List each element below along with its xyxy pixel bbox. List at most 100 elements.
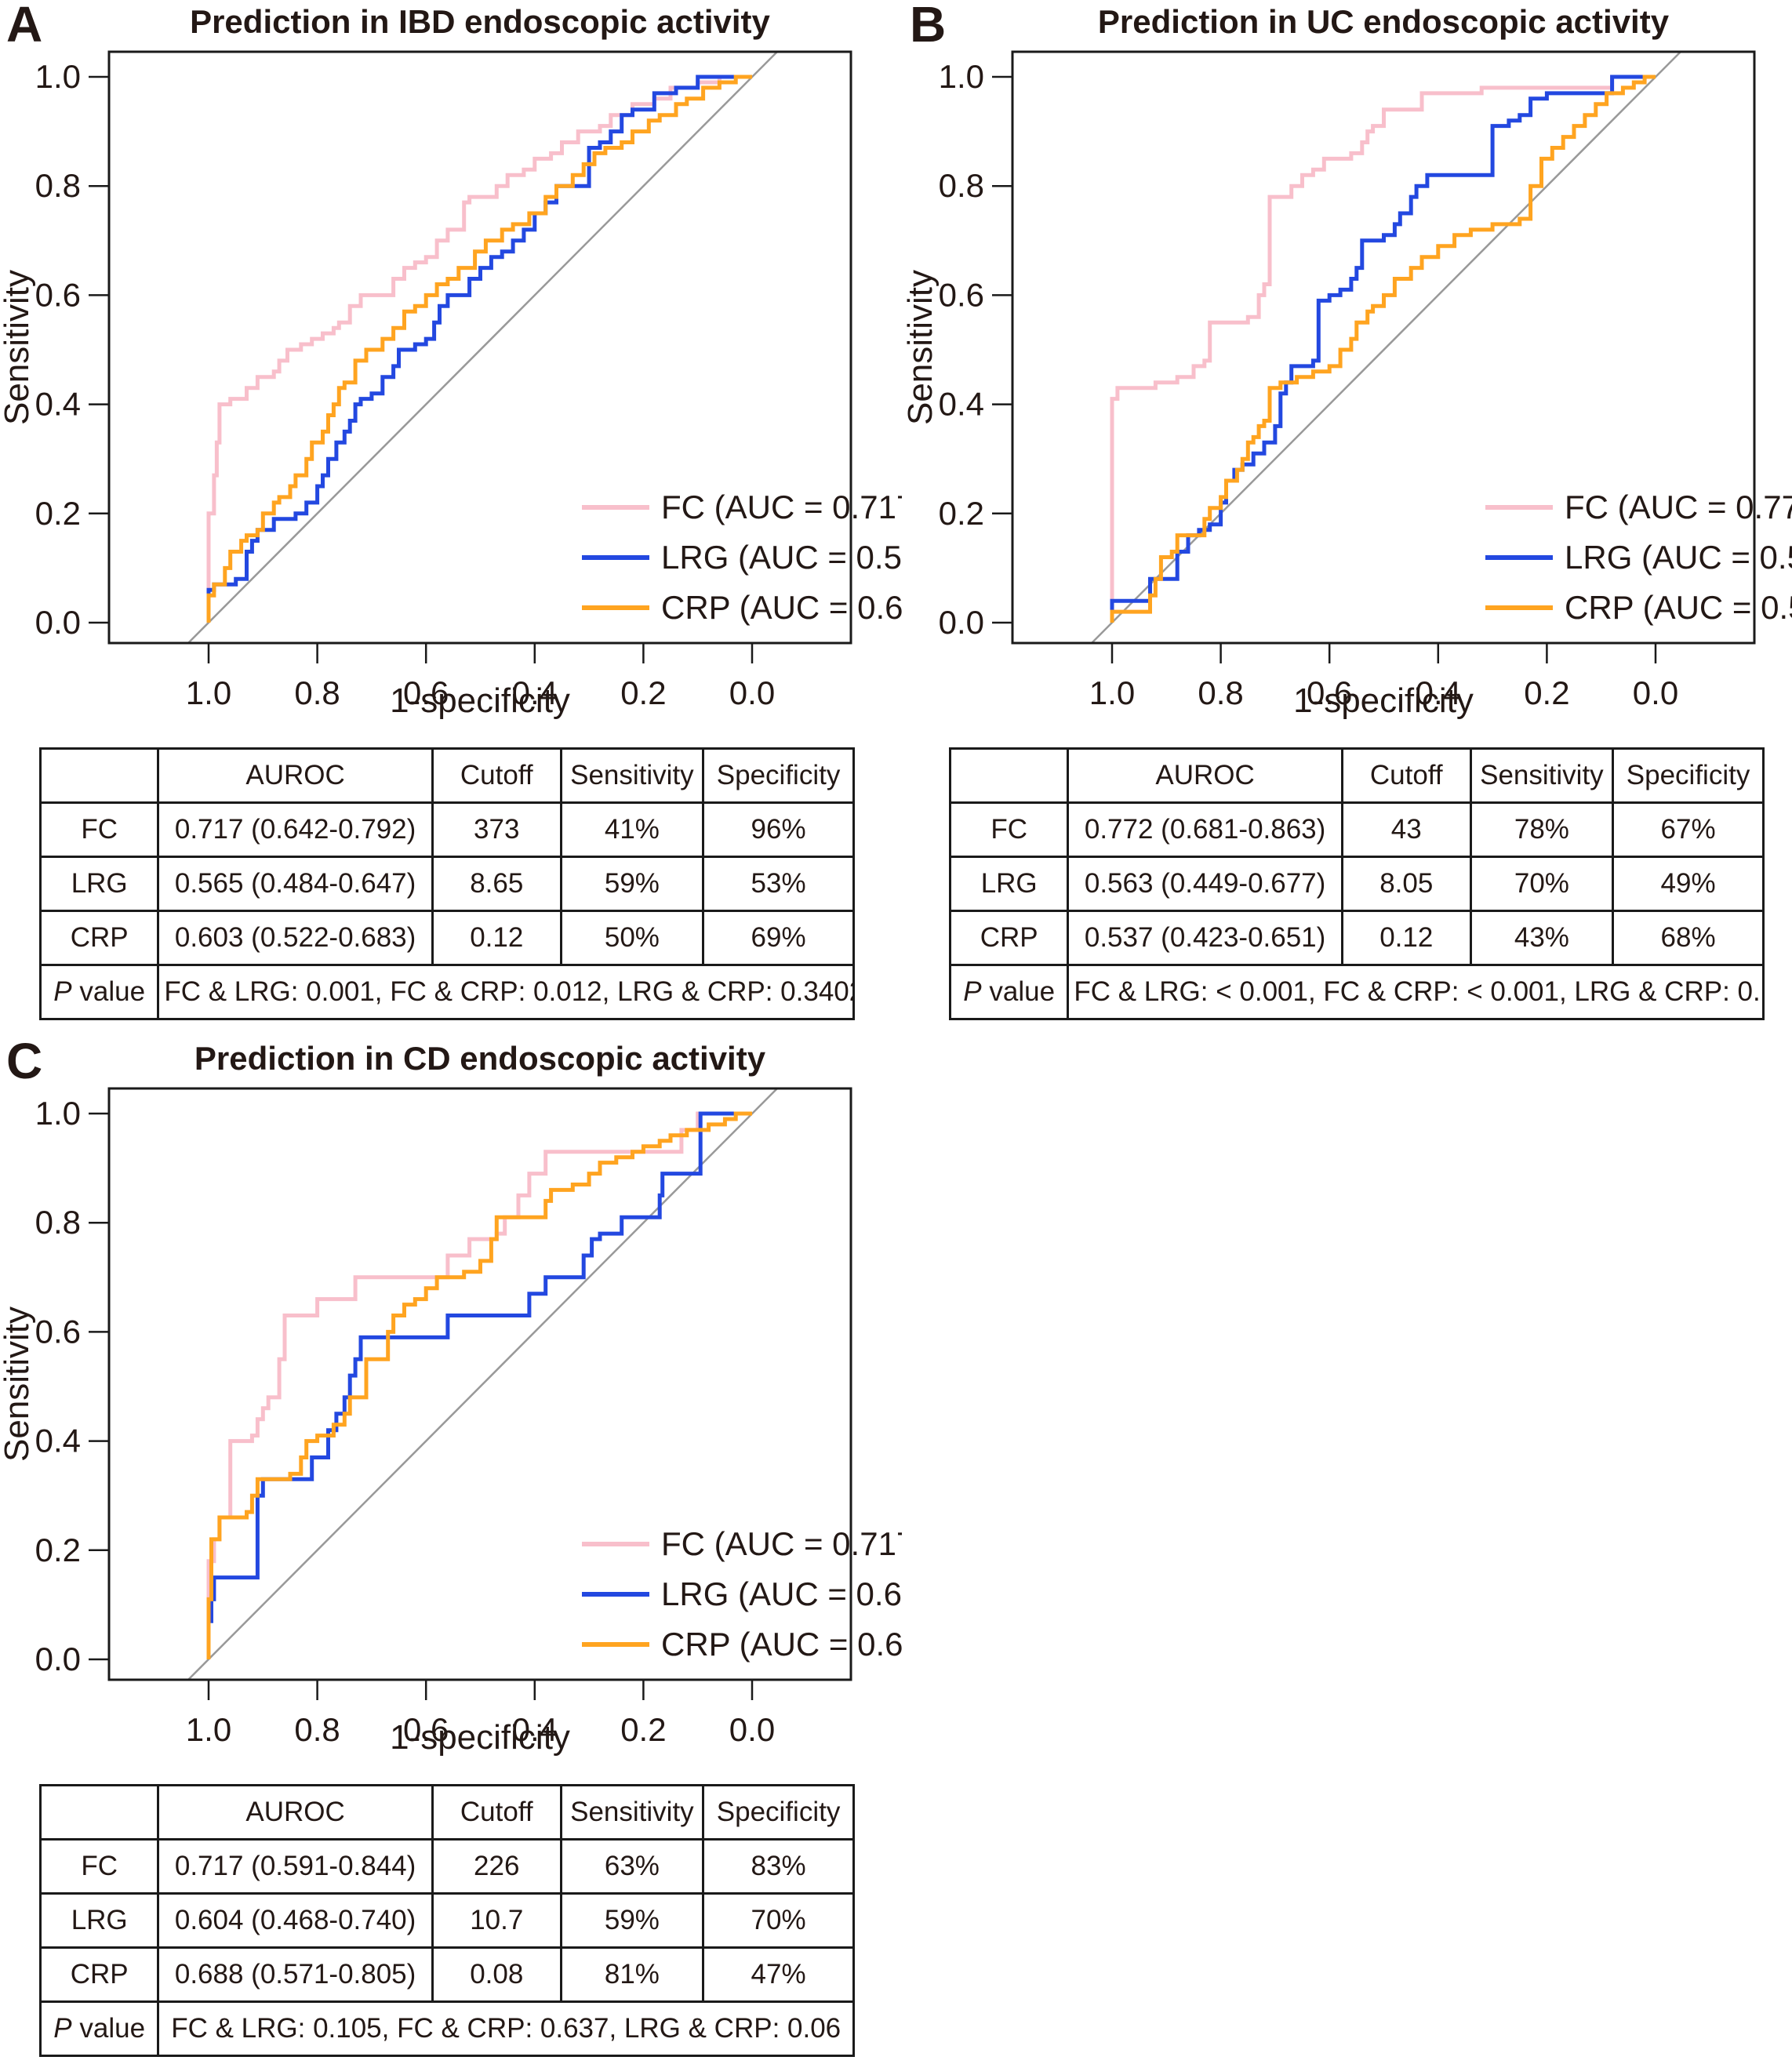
panel-c: C Prediction in CD endoscopic activity 1… (0, 1033, 902, 2064)
col-header-sensitivity: Sensitivity (559, 747, 705, 804)
x-tick-label: 0.2 (1524, 674, 1569, 711)
sensitivity-value: 59% (559, 856, 705, 912)
col-header-auroc: AUROC (157, 747, 434, 804)
row-label: LRG (948, 856, 1070, 912)
row-label: CRP (38, 1946, 160, 2003)
panel-label-a: A (6, 0, 43, 53)
panel-label-b: B (910, 0, 947, 53)
roc-curve-fc (1110, 74, 1656, 623)
table-row-crp: CRP 0.688 (0.571-0.805) 0.08 81% 47% (38, 1946, 855, 2003)
panel-a: A Prediction in IBD endoscopic activity … (0, 0, 902, 1027)
col-header-auroc: AUROC (1067, 747, 1343, 804)
y-tick-label: 0.6 (35, 1313, 81, 1350)
y-tick-label: 0.4 (35, 386, 81, 423)
plot-frame (107, 50, 852, 645)
p-value-label: P value (38, 2000, 160, 2057)
table-row-pvalue: P value FC & LRG: < 0.001, FC & CRP: < 0… (948, 964, 1765, 1020)
stats-table-ibd: AUROC Cutoff Sensitivity Specificity FC … (38, 747, 855, 1020)
p-italic: P (963, 976, 982, 1007)
auroc-value: 0.604 (0.468-0.740) (157, 1892, 434, 1949)
y-tick-label: 1.0 (35, 1095, 81, 1132)
table-row-lrg: LRG 0.565 (0.484-0.647) 8.65 59% 53% (38, 856, 855, 912)
table-header-row: AUROC Cutoff Sensitivity Specificity (948, 747, 1765, 804)
y-tick-label: 0.0 (939, 604, 984, 641)
y-tick-label: 1.0 (939, 58, 984, 95)
chart-title-a: Prediction in IBD endoscopic activity (190, 3, 770, 40)
col-header-auroc: AUROC (157, 1784, 434, 1841)
p-italic: P (53, 976, 72, 1007)
table-header-row: AUROC Cutoff Sensitivity Specificity (38, 1784, 855, 1841)
legend-label-fc: FC (AUC = 0.717) (661, 489, 902, 525)
p-italic: P (53, 2013, 72, 2044)
stats-table-cd: AUROC Cutoff Sensitivity Specificity FC … (38, 1784, 855, 2057)
panel-b: B Prediction in UC endoscopic activity 1… (903, 0, 1792, 1027)
roc-curve-crp (206, 1111, 752, 1659)
sensitivity-value: 43% (1469, 910, 1615, 966)
table-row-lrg: LRG 0.563 (0.449-0.677) 8.05 70% 49% (948, 856, 1765, 912)
diagonal-reference-line (187, 1088, 778, 1681)
col-header-sensitivity: Sensitivity (559, 1784, 705, 1841)
sensitivity-value: 50% (559, 910, 705, 966)
cutoff-value: 0.12 (1340, 910, 1472, 966)
auroc-value: 0.563 (0.449-0.677) (1067, 856, 1343, 912)
x-tick-label: 0.0 (729, 674, 775, 711)
sensitivity-value: 70% (1469, 856, 1615, 912)
table-header-row: AUROC Cutoff Sensitivity Specificity (38, 747, 855, 804)
x-tick-label: 0.8 (294, 1711, 340, 1748)
p-value-text: FC & LRG: 0.105, FC & CRP: 0.637, LRG & … (157, 2000, 855, 2057)
roc-curve-crp (1110, 74, 1656, 623)
col-header-blank (38, 747, 160, 804)
p-value-label: P value (38, 964, 160, 1020)
y-axis-label: Sensitivity (0, 270, 36, 425)
col-header-specificity: Specificity (1612, 747, 1765, 804)
x-tick-label: 0.6 (1307, 674, 1352, 711)
x-tick-label: 0.2 (620, 674, 666, 711)
cutoff-value: 226 (431, 1838, 562, 1895)
plot-frame (1011, 50, 1756, 645)
roc-curve-fc (206, 1111, 752, 1659)
legend-label-lrg: LRG (AUC = 0.565) (661, 539, 902, 576)
y-tick-label: 1.0 (35, 58, 81, 95)
col-header-cutoff: Cutoff (1340, 747, 1472, 804)
x-tick-label: 0.0 (1633, 674, 1678, 711)
y-tick-label: 0.6 (35, 276, 81, 313)
p-rest: value (981, 976, 1056, 1007)
table-row-fc: FC 0.717 (0.642-0.792) 373 41% 96% (38, 801, 855, 858)
specificity-value: 67% (1612, 801, 1765, 858)
col-header-blank (948, 747, 1070, 804)
y-tick-label: 0.8 (35, 167, 81, 204)
diagonal-reference-line (187, 51, 778, 644)
roc-chart-uc: 1.0 0.8 0.6 0.4 0.2 0.0 0.0 0.2 0.4 0.6 0.8 1.0 1-sp… (903, 50, 1792, 720)
plot-frame (107, 1087, 852, 1681)
auroc-value: 0.565 (0.484-0.647) (157, 856, 434, 912)
auroc-value: 0.688 (0.571-0.805) (157, 1946, 434, 2003)
chart-title-b: Prediction in UC endoscopic activity (1097, 3, 1670, 40)
x-tick-label: 1.0 (1089, 674, 1135, 711)
x-axis-label: 1-specificity (1293, 681, 1474, 720)
specificity-value: 49% (1612, 856, 1765, 912)
y-tick-label: 0.4 (35, 1423, 81, 1459)
table-row-crp: CRP 0.603 (0.522-0.683) 0.12 50% 69% (38, 910, 855, 966)
specificity-value: 69% (702, 910, 855, 966)
roc-curve-crp (206, 74, 752, 623)
table-row-fc: FC 0.772 (0.681-0.863) 43 78% 67% (948, 801, 1765, 858)
p-rest: value (71, 976, 146, 1007)
x-tick-label: 1.0 (186, 1711, 231, 1748)
x-tick-label: 0.0 (729, 1711, 775, 1748)
cutoff-value: 43 (1340, 801, 1472, 858)
y-tick-label: 0.8 (35, 1204, 81, 1241)
y-tick-label: 0.0 (35, 1641, 81, 1677)
x-tick-label: 0.8 (1198, 674, 1243, 711)
legend-label-fc: FC (AUC = 0.717) (661, 1525, 902, 1562)
col-header-cutoff: Cutoff (431, 747, 562, 804)
table-row-pvalue: P value FC & LRG: 0.105, FC & CRP: 0.637… (38, 2000, 855, 2057)
row-label: FC (38, 801, 160, 858)
p-rest: value (71, 2013, 146, 2044)
specificity-value: 83% (702, 1838, 855, 1895)
cutoff-value: 8.65 (431, 856, 562, 912)
auroc-value: 0.717 (0.591-0.844) (157, 1838, 434, 1895)
table-row-crp: CRP 0.537 (0.423-0.651) 0.12 43% 68% (948, 910, 1765, 966)
roc-curve-lrg (206, 74, 752, 623)
legend-label-crp: CRP (AUC = 0.603) (661, 589, 902, 626)
sensitivity-value: 63% (559, 1838, 705, 1895)
